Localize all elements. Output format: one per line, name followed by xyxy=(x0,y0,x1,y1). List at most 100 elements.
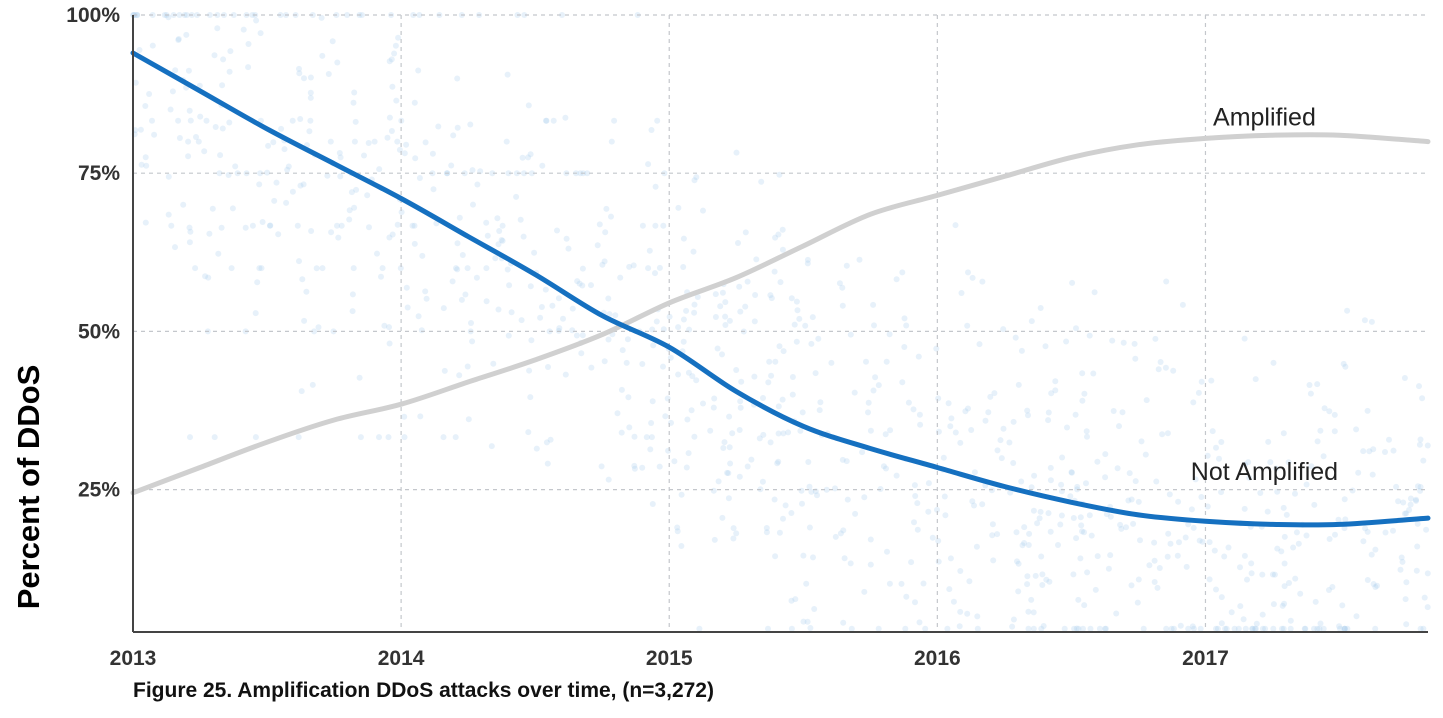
scatter-point xyxy=(1368,551,1375,558)
scatter-point xyxy=(351,204,358,211)
scatter-point xyxy=(843,262,850,269)
scatter-point xyxy=(403,284,410,291)
scatter-point xyxy=(915,353,922,360)
scatter-point xyxy=(518,317,525,324)
scatter-point xyxy=(751,318,758,325)
scatter-point xyxy=(465,416,472,423)
scatter-point xyxy=(1162,364,1169,371)
scatter-point xyxy=(562,114,569,121)
scatter-point xyxy=(374,250,380,257)
scatter-point xyxy=(1290,544,1297,551)
scatter-point xyxy=(611,117,618,124)
scatter-point xyxy=(643,434,650,441)
scatter-point xyxy=(473,274,480,281)
scatter-point xyxy=(214,12,221,18)
scatter-point xyxy=(169,88,176,95)
scatter-point xyxy=(484,232,491,239)
scatter-point xyxy=(430,186,437,193)
scatter-point xyxy=(275,231,282,238)
scatter-point xyxy=(675,324,682,331)
scatter-point xyxy=(775,430,782,437)
scatter-point xyxy=(902,625,909,632)
scatter-point xyxy=(1170,625,1177,632)
scatter-point xyxy=(588,364,595,371)
scatter-point xyxy=(483,298,490,305)
scatter-point xyxy=(1242,461,1249,468)
scatter-point xyxy=(1222,625,1229,632)
scatter-point xyxy=(554,227,560,234)
scatter-point xyxy=(1213,586,1219,593)
scatter-point xyxy=(844,496,851,503)
scatter-point xyxy=(721,439,728,446)
scatter-point xyxy=(1311,625,1317,632)
scatter-point xyxy=(736,473,743,480)
y-axis-label: Percent of DDoS xyxy=(11,365,46,610)
scatter-point xyxy=(1399,558,1406,565)
scatter-point xyxy=(847,331,854,338)
scatter-point xyxy=(1048,390,1055,397)
scatter-point xyxy=(257,30,264,37)
scatter-point xyxy=(1370,446,1377,453)
scatter-point xyxy=(1252,376,1259,383)
scatter-point xyxy=(944,625,951,632)
scatter-point xyxy=(724,469,731,476)
scatter-point xyxy=(935,537,942,544)
y-tick-labels: 25% 50% 75% 100% xyxy=(66,4,120,502)
scatter-point xyxy=(914,526,921,533)
scatter-point xyxy=(1292,490,1298,497)
scatter-point xyxy=(1242,625,1249,632)
scatter-point xyxy=(415,313,422,320)
scatter-point xyxy=(495,241,502,248)
scatter-point xyxy=(1407,495,1414,502)
scatter-point xyxy=(506,282,513,289)
scatter-point xyxy=(623,359,630,366)
scatter-point xyxy=(711,395,718,402)
scatter-point xyxy=(1196,537,1203,544)
scatter-point xyxy=(1010,460,1017,466)
scatter-point xyxy=(1175,498,1182,505)
scatter-point xyxy=(730,525,737,532)
scatter-point xyxy=(1339,602,1346,609)
scatter-point xyxy=(654,117,661,124)
scatter-point xyxy=(1341,625,1348,632)
scatter-point xyxy=(1218,439,1225,445)
scatter-point xyxy=(1075,625,1082,632)
scatter-point xyxy=(151,131,158,138)
scatter-point xyxy=(411,240,418,247)
scatter-point xyxy=(393,97,400,104)
scatter-point xyxy=(220,56,227,63)
scatter-point xyxy=(883,358,890,365)
scatter-point xyxy=(957,439,964,446)
scatter-point xyxy=(328,229,335,236)
scatter-point xyxy=(1321,405,1328,412)
scatter-point xyxy=(538,304,545,310)
scatter-point xyxy=(772,553,779,560)
scatter-point xyxy=(1270,625,1277,632)
scatter-point xyxy=(656,264,663,271)
scatter-point xyxy=(649,398,656,405)
scatter-point xyxy=(1366,448,1373,455)
scatter-point xyxy=(738,378,745,385)
scatter-point xyxy=(647,446,654,453)
scatter-point xyxy=(1416,441,1423,448)
scatter-point xyxy=(307,117,314,124)
scatter-point xyxy=(526,367,533,374)
scatter-point xyxy=(969,498,976,505)
scatter-point xyxy=(230,12,237,18)
scatter-point xyxy=(1417,625,1424,632)
scatter-point xyxy=(309,381,316,388)
scatter-point xyxy=(1024,573,1031,580)
scatter-point xyxy=(453,265,459,272)
scatter-point xyxy=(1403,579,1410,586)
scatter-point xyxy=(867,536,874,543)
scatter-point xyxy=(175,37,182,43)
scatter-point xyxy=(1414,520,1421,527)
scatter-point xyxy=(603,205,610,212)
scatter-point xyxy=(577,170,584,177)
scatter-point xyxy=(1344,307,1351,314)
scatter-point xyxy=(1043,576,1050,583)
scatter-point xyxy=(195,138,202,145)
scatter-point xyxy=(719,514,726,521)
scatter-point xyxy=(384,134,391,141)
scatter-point xyxy=(1225,544,1232,551)
